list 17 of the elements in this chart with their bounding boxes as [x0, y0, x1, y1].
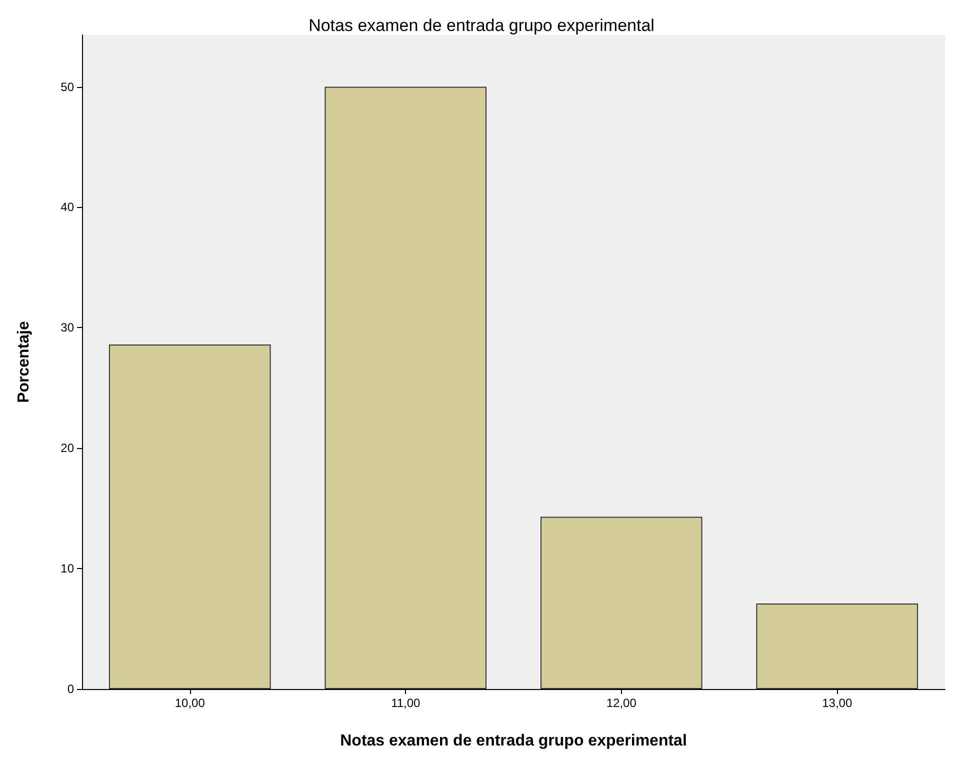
y-tick-label: 10: [60, 562, 74, 576]
chart-title: Notas examen de entrada grupo experimental: [308, 16, 654, 35]
bar: [540, 516, 702, 689]
x-axis-title: Notas examen de entrada grupo experimental: [340, 732, 687, 750]
y-tick-label: 50: [60, 80, 74, 94]
y-tick-label: 0: [67, 682, 74, 696]
y-tick-label: 20: [60, 441, 74, 456]
bar: [756, 603, 918, 689]
y-tick-label: 40: [60, 200, 74, 214]
bar: [324, 86, 487, 689]
y-tick-label: 30: [60, 320, 74, 335]
x-tick-label: 11,00: [391, 696, 421, 710]
bar: [108, 344, 271, 689]
y-axis-title: Porcentaje: [16, 320, 32, 403]
x-tick-label: 12,00: [606, 696, 637, 710]
x-tick-label: 13,00: [822, 696, 852, 710]
x-tick-label: 10,00: [174, 696, 206, 710]
